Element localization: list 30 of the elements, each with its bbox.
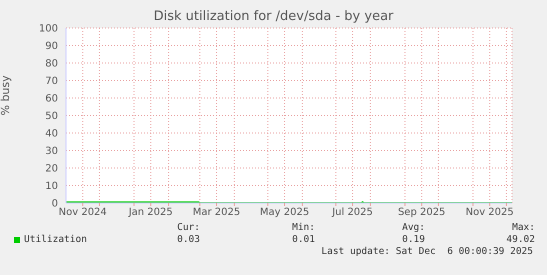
text: Avg:: [402, 222, 425, 233]
y-tick-label: 30: [45, 146, 58, 158]
x-tick-label: May 2025: [260, 207, 310, 218]
chart-title: Disk utilization for /dev/sda - by year: [152, 9, 394, 24]
text: 49.02: [506, 234, 535, 245]
x-tick-label: Mar 2025: [192, 207, 240, 218]
y-tick-label: 40: [45, 128, 58, 140]
y-tick-label: 80: [45, 58, 58, 70]
x-tick-label: Nov 2024: [58, 207, 107, 218]
y-tick-label: 20: [45, 164, 58, 175]
x-tick-label: Sep 2025: [398, 207, 446, 218]
text: Max:: [512, 222, 535, 233]
y-tick-label: 60: [45, 94, 58, 105]
text: Min:: [292, 222, 315, 233]
y-tick-label: 10: [45, 181, 58, 192]
y-tick-label: 70: [45, 76, 58, 88]
y-tick-label: 90: [45, 41, 58, 52]
x-tick-label: Jul 2025: [331, 207, 373, 218]
text: 0.03: [177, 234, 200, 245]
x-tick-label: Nov 2025: [466, 207, 514, 218]
text: Cur:: [177, 222, 200, 233]
legend-label: Utilization: [24, 234, 87, 245]
text: Last update: Sat Dec 6 00:00:39 2025: [321, 246, 533, 257]
x-tick-label: Jan 2025: [128, 207, 173, 218]
text: 0.19: [402, 234, 425, 245]
y-tick-label: 100: [38, 24, 58, 35]
y-axis-title: % busy: [0, 74, 12, 116]
y-tick-label: 50: [45, 111, 58, 122]
y-tick-label: 0: [52, 198, 58, 210]
text: 0.01: [292, 234, 315, 245]
